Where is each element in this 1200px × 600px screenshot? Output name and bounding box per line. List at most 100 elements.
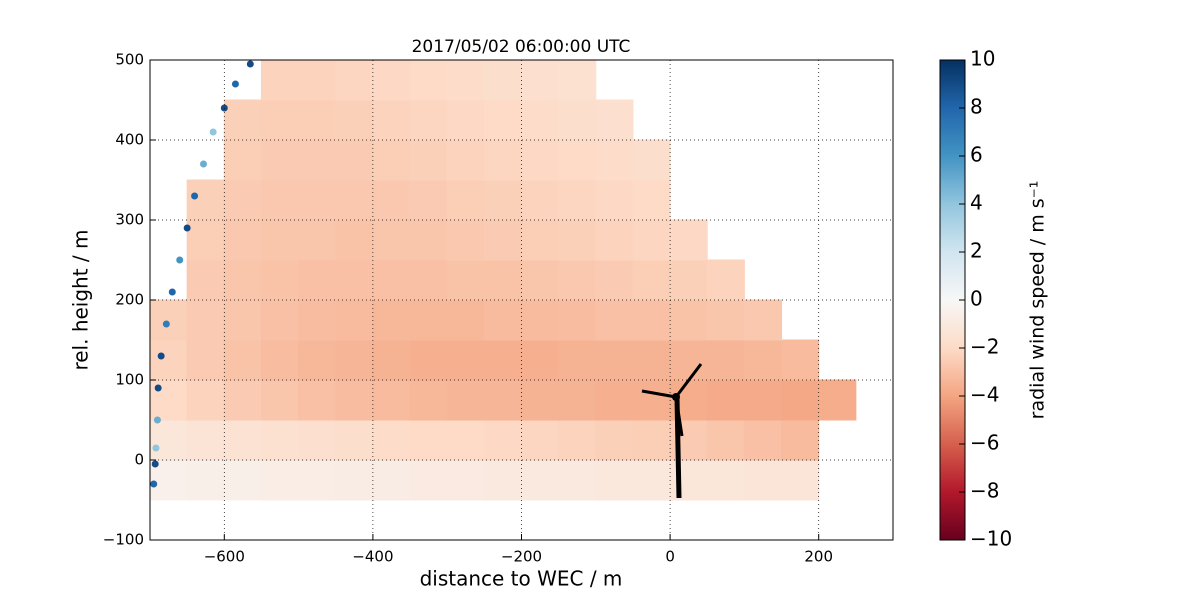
scatter-cell <box>558 259 597 301</box>
scatter-cell <box>298 379 337 421</box>
scatter-cell <box>372 99 411 141</box>
scatter-cell <box>483 299 522 341</box>
scatter-cell <box>260 379 300 421</box>
scatter-cell <box>483 99 522 141</box>
scatter-point <box>162 320 170 328</box>
scatter-cell <box>521 219 560 261</box>
scatter-cell <box>150 339 188 381</box>
scatter-cell <box>372 379 411 421</box>
scatter-cell <box>446 419 485 461</box>
scatter-cell <box>558 99 597 141</box>
colorbar-tick-label: −2 <box>970 335 999 359</box>
scatter-cell <box>335 99 374 141</box>
scatter-cell <box>298 419 337 461</box>
scatter-cell <box>186 419 225 461</box>
scatter-cell <box>335 339 374 381</box>
scatter-cell <box>446 60 485 101</box>
scatter-cell <box>150 299 188 341</box>
scatter-cell <box>372 219 411 261</box>
y-axis-label: rel. height / m <box>69 229 93 370</box>
scatter-cell <box>558 179 597 221</box>
scatter-cell <box>521 259 560 301</box>
scatter-cell <box>521 139 560 181</box>
scatter-cell <box>150 379 188 421</box>
scatter-cell <box>446 219 485 261</box>
scatter-cell <box>706 339 745 381</box>
colorbar-tick-label: 0 <box>970 287 983 311</box>
plot-frame <box>149 59 894 541</box>
colorbar-tick-label: −6 <box>970 431 999 455</box>
scatter-point <box>151 460 159 468</box>
scatter-cell <box>558 379 597 421</box>
scatter-point <box>168 288 176 296</box>
scatter-cell <box>446 339 485 381</box>
x-tick-label: 200 <box>804 548 833 566</box>
scatter-point <box>152 444 160 452</box>
scatter-cell <box>409 299 448 341</box>
scatter-cell <box>223 419 262 461</box>
scatter-cell <box>186 219 225 261</box>
scatter-cell <box>632 299 671 341</box>
scatter-cell <box>669 459 708 501</box>
scatter-cell <box>743 379 783 421</box>
colorbar-tick-label: −10 <box>970 527 1012 551</box>
scatter-cell <box>150 419 188 461</box>
scatter-cell <box>483 419 522 461</box>
scatter-point <box>157 352 165 360</box>
colorbar-tick-label: 10 <box>970 47 995 71</box>
wind-turbine <box>641 363 703 499</box>
scatter-cell <box>298 219 337 261</box>
scatter-cell <box>743 419 783 461</box>
scatter-cell <box>706 419 745 461</box>
scatter-cell <box>521 419 560 461</box>
scatter-cell <box>335 179 374 221</box>
scatter-cell <box>706 459 745 501</box>
scatter-cell <box>446 99 485 141</box>
x-tick-label: −200 <box>501 548 542 566</box>
scatter-cell <box>223 139 262 181</box>
colorbar-tick-label: 2 <box>970 239 983 263</box>
scatter-cell <box>260 219 300 261</box>
scatter-cell <box>260 259 300 301</box>
y-tick-label: 500 <box>115 51 144 69</box>
y-tick-label: 100 <box>115 371 144 389</box>
scatter-cell <box>298 459 337 501</box>
scatter-cell <box>409 379 448 421</box>
y-tick-label: 0 <box>134 451 144 469</box>
scatter-cell <box>260 179 300 221</box>
scatter-cell <box>186 339 225 381</box>
scatter-cell <box>521 299 560 341</box>
scatter-cell <box>781 379 820 421</box>
scatter-cell <box>483 379 522 421</box>
scatter-point <box>176 256 184 264</box>
scatter-point <box>150 480 158 488</box>
scatter-cell <box>632 419 671 461</box>
scatter-cell <box>595 179 634 221</box>
scatter-cell <box>521 60 560 101</box>
scatter-cell <box>446 299 485 341</box>
scatter-cell <box>483 339 522 381</box>
y-tick-label: 400 <box>115 131 144 149</box>
colorbar-tick-label: 4 <box>970 191 983 215</box>
scatter-cell <box>595 459 634 501</box>
scatter-cell <box>260 419 300 461</box>
scatter-cell <box>409 259 448 301</box>
y-tick-label: 300 <box>115 211 144 229</box>
scatter-cell <box>372 459 411 501</box>
scatter-cell <box>521 179 560 221</box>
scatter-cell <box>632 339 671 381</box>
scatter-cell <box>372 299 411 341</box>
scatter-cell <box>521 459 560 501</box>
scatter-cell <box>372 419 411 461</box>
scatter-cell <box>335 219 374 261</box>
scatter-point <box>199 160 207 168</box>
y-tick-label: 200 <box>115 291 144 309</box>
scatter-point <box>183 224 191 232</box>
scatter-cell <box>558 459 597 501</box>
scatter-cell <box>186 299 225 341</box>
x-axis-label: distance to WEC / m <box>420 567 623 591</box>
scatter-cell <box>743 299 783 341</box>
scatter-cell <box>595 299 634 341</box>
scatter-cell <box>521 379 560 421</box>
